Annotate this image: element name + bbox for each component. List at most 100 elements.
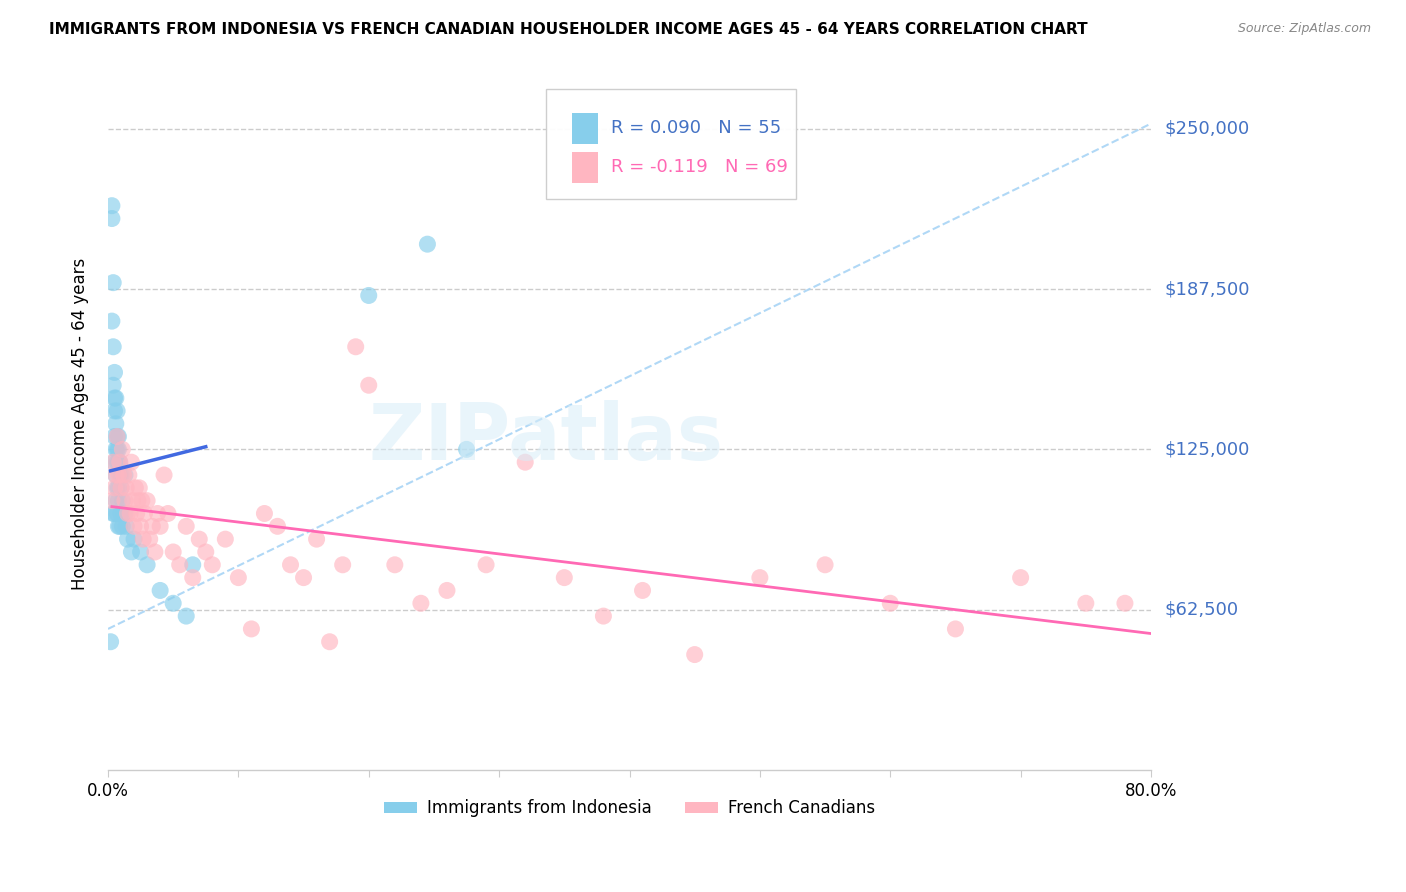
- Point: [879, 596, 901, 610]
- Point: [174, 609, 197, 624]
- Point: [136, 558, 159, 572]
- Point: [162, 596, 184, 610]
- Point: [194, 545, 217, 559]
- Point: [107, 429, 129, 443]
- Y-axis label: Householder Income Ages 45 - 64 years: Householder Income Ages 45 - 64 years: [72, 258, 89, 590]
- Point: [146, 507, 169, 521]
- Point: [115, 519, 138, 533]
- Point: [103, 455, 125, 469]
- Point: [132, 532, 155, 546]
- Text: $250,000: $250,000: [1166, 120, 1250, 137]
- Point: [114, 507, 136, 521]
- Point: [104, 417, 127, 431]
- Text: ZIPatlas: ZIPatlas: [368, 400, 724, 475]
- Point: [110, 468, 132, 483]
- Point: [107, 442, 129, 457]
- Point: [112, 468, 135, 483]
- Point: [553, 571, 575, 585]
- Point: [104, 468, 127, 483]
- Point: [100, 634, 122, 648]
- Point: [108, 455, 131, 469]
- Point: [103, 378, 125, 392]
- Point: [104, 391, 127, 405]
- Point: [118, 468, 141, 483]
- Point: [136, 493, 159, 508]
- Point: [153, 468, 176, 483]
- Point: [108, 455, 131, 469]
- Point: [107, 468, 129, 483]
- Point: [120, 545, 142, 559]
- Point: [131, 493, 153, 508]
- Point: [107, 493, 129, 508]
- Point: [384, 558, 406, 572]
- Point: [1114, 596, 1136, 610]
- Point: [117, 532, 139, 546]
- Text: R = 0.090   N = 55: R = 0.090 N = 55: [610, 119, 780, 137]
- Point: [101, 314, 124, 328]
- Point: [103, 391, 125, 405]
- Point: [128, 481, 150, 495]
- Point: [114, 493, 136, 508]
- Text: $62,500: $62,500: [1166, 600, 1239, 619]
- Point: [105, 507, 128, 521]
- Point: [149, 519, 172, 533]
- Point: [188, 532, 211, 546]
- Point: [1074, 596, 1097, 610]
- Point: [103, 404, 125, 418]
- Point: [103, 507, 125, 521]
- Point: [101, 199, 124, 213]
- Point: [121, 493, 143, 508]
- Point: [122, 519, 145, 533]
- Point: [228, 571, 250, 585]
- Point: [103, 455, 125, 469]
- Point: [122, 532, 145, 546]
- Point: [332, 558, 354, 572]
- Point: [101, 493, 124, 508]
- Point: [105, 455, 128, 469]
- Point: [104, 468, 127, 483]
- Point: [141, 519, 163, 533]
- Point: [101, 211, 124, 226]
- Point: [129, 519, 152, 533]
- Point: [138, 532, 160, 546]
- Point: [107, 481, 129, 495]
- Point: [169, 558, 191, 572]
- Text: Source: ZipAtlas.com: Source: ZipAtlas.com: [1237, 22, 1371, 36]
- Point: [592, 609, 614, 624]
- Point: [111, 493, 134, 508]
- Point: [201, 558, 224, 572]
- Text: IMMIGRANTS FROM INDONESIA VS FRENCH CANADIAN HOUSEHOLDER INCOME AGES 45 - 64 YEA: IMMIGRANTS FROM INDONESIA VS FRENCH CANA…: [49, 22, 1088, 37]
- Point: [748, 571, 770, 585]
- Point: [515, 455, 537, 469]
- Point: [134, 507, 156, 521]
- Point: [103, 340, 125, 354]
- Point: [108, 468, 131, 483]
- Point: [107, 519, 129, 533]
- Point: [110, 481, 132, 495]
- Text: $187,500: $187,500: [1166, 280, 1250, 298]
- Point: [103, 366, 125, 380]
- Point: [357, 288, 380, 302]
- Text: R = -0.119   N = 69: R = -0.119 N = 69: [610, 159, 787, 177]
- Point: [174, 519, 197, 533]
- Point: [292, 571, 315, 585]
- Point: [240, 622, 263, 636]
- Point: [125, 507, 148, 521]
- Point: [149, 583, 172, 598]
- Point: [683, 648, 706, 662]
- Point: [357, 378, 380, 392]
- Point: [104, 442, 127, 457]
- Point: [318, 634, 340, 648]
- Point: [115, 481, 138, 495]
- Point: [127, 493, 149, 508]
- Point: [456, 442, 478, 457]
- Point: [110, 481, 132, 495]
- Point: [105, 429, 128, 443]
- Point: [120, 455, 142, 469]
- FancyBboxPatch shape: [572, 112, 598, 144]
- Point: [108, 519, 131, 533]
- Point: [156, 507, 179, 521]
- Point: [111, 442, 134, 457]
- FancyBboxPatch shape: [546, 89, 796, 199]
- Point: [266, 519, 288, 533]
